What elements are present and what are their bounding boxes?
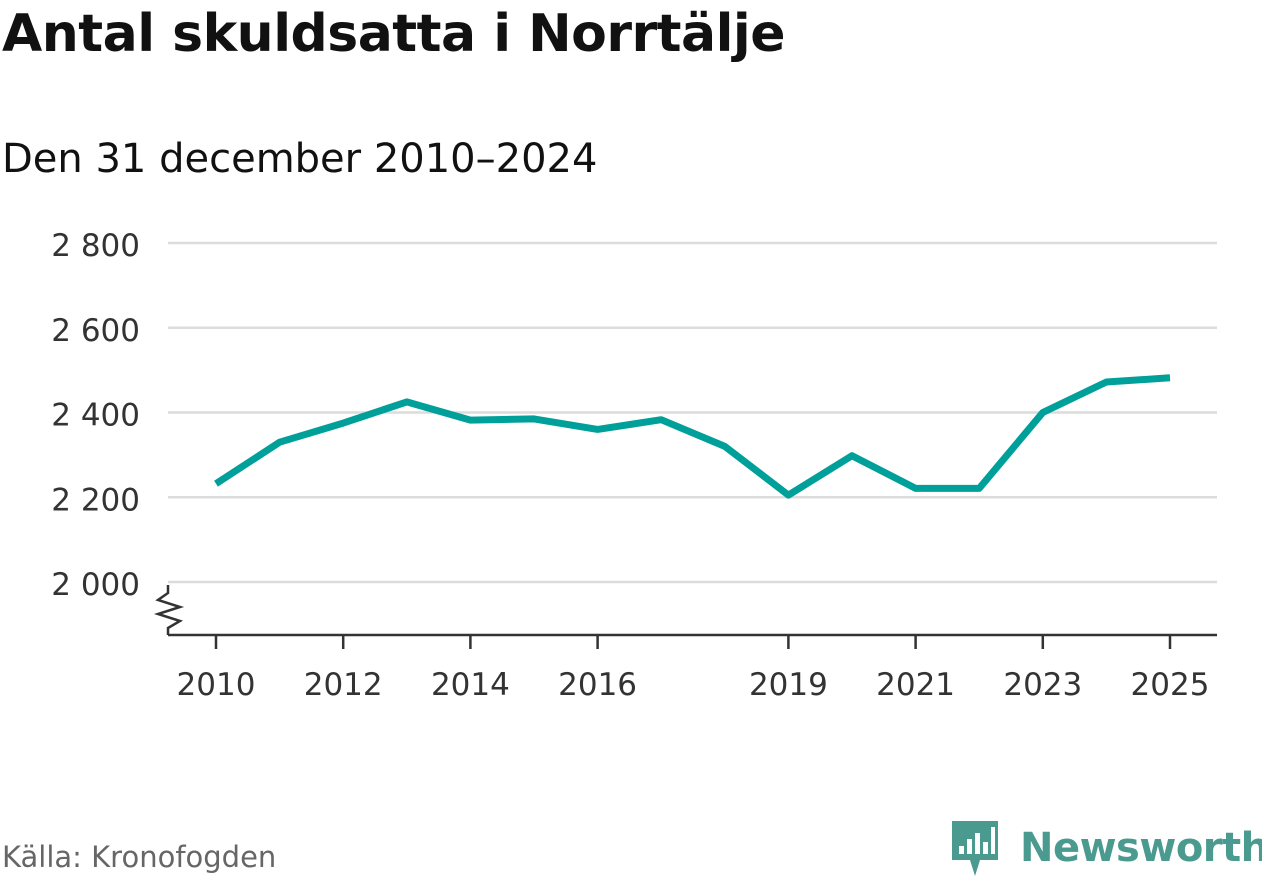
- chart-subtitle: Den 31 december 2010–2024: [2, 136, 598, 182]
- y-tick-label: 2 000: [51, 567, 140, 603]
- data-point: [213, 480, 220, 487]
- data-point: [1103, 378, 1110, 385]
- y-tick-label: 2 600: [51, 313, 140, 349]
- data-point: [467, 417, 474, 424]
- series-line: [214, 374, 1171, 499]
- data-point: [403, 398, 410, 405]
- data-point: [594, 426, 601, 433]
- data-point: [721, 443, 728, 450]
- data-point: [1167, 374, 1174, 381]
- data-point: [912, 485, 919, 492]
- data-point: [1039, 409, 1046, 416]
- x-tick-label: 2021: [876, 667, 955, 703]
- x-tick-label: 2019: [749, 667, 828, 703]
- data-point: [849, 452, 856, 459]
- axis-break-icon: [153, 585, 185, 635]
- data-point: [340, 420, 347, 427]
- data-point: [276, 439, 283, 446]
- source-note: Källa: Kronofogden: [2, 840, 277, 874]
- x-tick-label: 2010: [177, 667, 256, 703]
- newsworthy-logo-icon: [952, 821, 998, 876]
- x-tick-label: 2014: [431, 667, 510, 703]
- data-point: [976, 485, 983, 492]
- newsworthy-brand-name: Newsworthy: [1020, 825, 1262, 871]
- x-tick-label: 2025: [1131, 667, 1210, 703]
- y-tick-label: 2 400: [51, 398, 140, 434]
- data-point: [531, 415, 538, 422]
- data-point: [658, 416, 665, 423]
- x-tick-label: 2023: [1003, 667, 1082, 703]
- y-tick-label: 2 800: [51, 228, 140, 264]
- chart-title: Antal skuldsatta i Norrtälje: [2, 4, 786, 64]
- data-point: [785, 492, 792, 499]
- x-tick-label: 2016: [558, 667, 637, 703]
- y-tick-label: 2 200: [51, 482, 140, 518]
- x-tick-label: 2012: [304, 667, 383, 703]
- newsworthy-brand: Newsworthy: [950, 818, 1262, 878]
